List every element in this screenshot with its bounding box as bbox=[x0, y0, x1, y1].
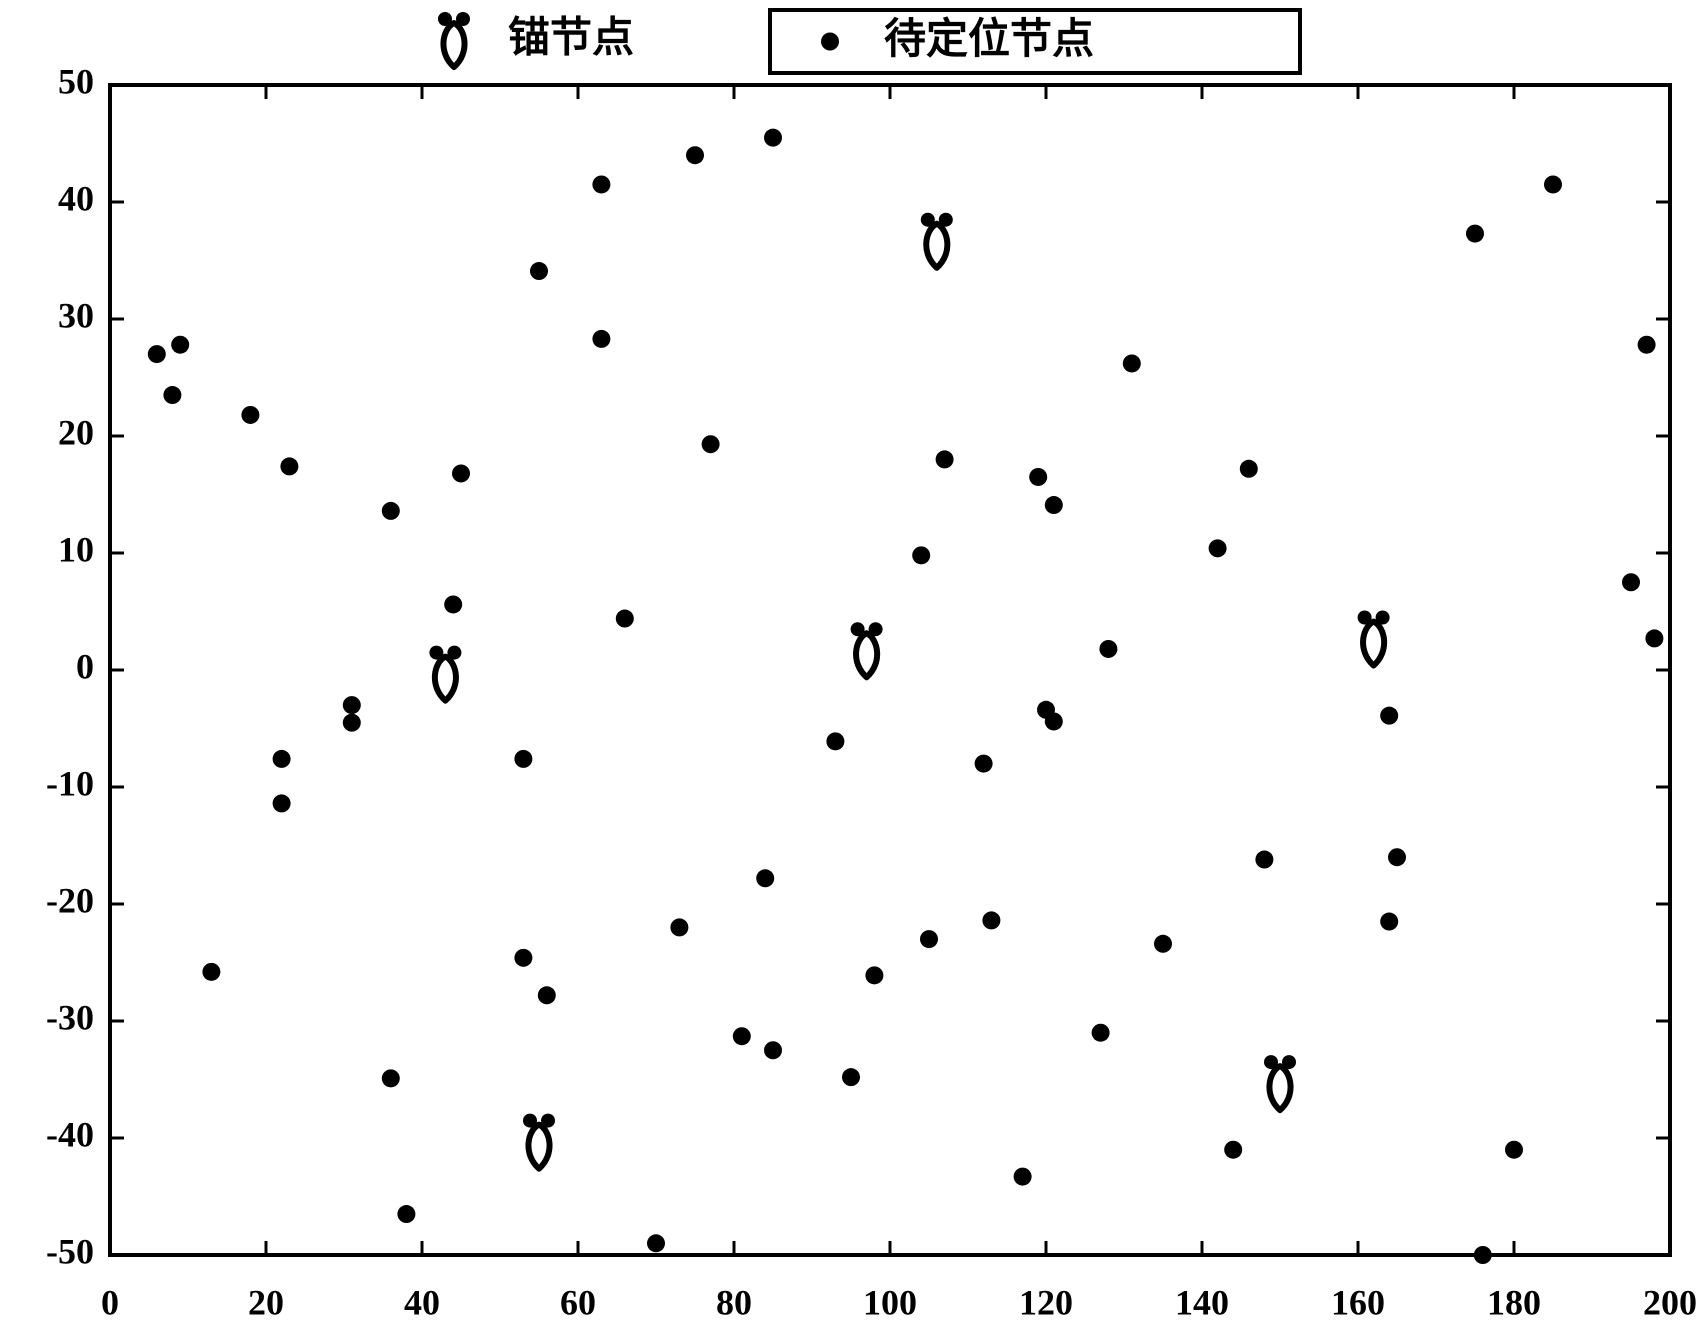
legend-label: 待定位节点 bbox=[884, 16, 1094, 63]
x-tick-label: 100 bbox=[863, 1283, 917, 1323]
node-point bbox=[343, 714, 361, 732]
node-point bbox=[756, 869, 774, 887]
node-point bbox=[912, 546, 930, 564]
node-point bbox=[975, 755, 993, 773]
y-tick-label: 40 bbox=[58, 178, 94, 218]
x-tick-label: 200 bbox=[1643, 1283, 1697, 1323]
node-point bbox=[397, 1205, 415, 1223]
y-tick-label: -30 bbox=[46, 997, 94, 1037]
node-point bbox=[171, 336, 189, 354]
node-point bbox=[1029, 468, 1047, 486]
node-point bbox=[273, 794, 291, 812]
node-point bbox=[1466, 225, 1484, 243]
x-tick-label: 60 bbox=[560, 1283, 596, 1323]
node-point bbox=[202, 963, 220, 981]
node-point bbox=[647, 1234, 665, 1252]
node-point bbox=[1240, 460, 1258, 478]
node-point bbox=[865, 966, 883, 984]
node-point bbox=[1645, 629, 1663, 647]
node-point bbox=[936, 450, 954, 468]
node-point bbox=[670, 918, 688, 936]
node-point bbox=[1099, 640, 1117, 658]
legend-node-icon bbox=[821, 33, 839, 51]
y-tick-label: 0 bbox=[76, 646, 94, 686]
y-tick-label: -20 bbox=[46, 880, 94, 920]
y-tick-label: 20 bbox=[58, 412, 94, 452]
x-tick-label: 140 bbox=[1175, 1283, 1229, 1323]
x-tick-label: 160 bbox=[1331, 1283, 1385, 1323]
node-point bbox=[592, 330, 610, 348]
y-tick-label: -50 bbox=[46, 1231, 94, 1271]
node-point bbox=[1154, 935, 1172, 953]
node-point bbox=[163, 386, 181, 404]
node-point bbox=[1045, 496, 1063, 514]
x-tick-label: 80 bbox=[716, 1283, 752, 1323]
node-point bbox=[842, 1068, 860, 1086]
node-point bbox=[1255, 851, 1273, 869]
y-tick-label: 30 bbox=[58, 295, 94, 335]
node-point bbox=[1045, 712, 1063, 730]
node-point bbox=[452, 464, 470, 482]
y-tick-label: -10 bbox=[46, 763, 94, 803]
node-point bbox=[1380, 707, 1398, 725]
node-point bbox=[241, 406, 259, 424]
x-tick-label: 20 bbox=[248, 1283, 284, 1323]
y-tick-label: -40 bbox=[46, 1114, 94, 1154]
node-point bbox=[982, 911, 1000, 929]
node-point bbox=[1544, 175, 1562, 193]
node-point bbox=[920, 930, 938, 948]
node-point bbox=[1014, 1168, 1032, 1186]
node-point bbox=[343, 696, 361, 714]
node-point bbox=[592, 175, 610, 193]
node-point bbox=[538, 986, 556, 1004]
node-point bbox=[148, 345, 166, 363]
x-tick-label: 0 bbox=[101, 1283, 119, 1323]
scatter-chart: 020406080100120140160180200-50-40-30-20-… bbox=[0, 0, 1704, 1330]
chart-background bbox=[0, 0, 1704, 1330]
node-point bbox=[444, 595, 462, 613]
x-tick-label: 40 bbox=[404, 1283, 440, 1323]
node-point bbox=[1123, 354, 1141, 372]
node-point bbox=[1224, 1141, 1242, 1159]
node-point bbox=[1638, 336, 1656, 354]
y-tick-label: 10 bbox=[58, 529, 94, 569]
node-point bbox=[1622, 573, 1640, 591]
node-point bbox=[616, 610, 634, 628]
node-point bbox=[733, 1027, 751, 1045]
y-tick-label: 50 bbox=[58, 61, 94, 101]
node-point bbox=[530, 262, 548, 280]
node-point bbox=[280, 457, 298, 475]
node-point bbox=[1474, 1246, 1492, 1264]
x-tick-label: 180 bbox=[1487, 1283, 1541, 1323]
node-point bbox=[764, 1041, 782, 1059]
chart-svg: 020406080100120140160180200-50-40-30-20-… bbox=[0, 0, 1704, 1330]
node-point bbox=[702, 435, 720, 453]
legend-label: 锚节点 bbox=[508, 15, 634, 62]
node-point bbox=[273, 750, 291, 768]
node-point bbox=[1505, 1141, 1523, 1159]
x-tick-label: 120 bbox=[1019, 1283, 1073, 1323]
node-point bbox=[1388, 848, 1406, 866]
node-point bbox=[514, 949, 532, 967]
node-point bbox=[826, 732, 844, 750]
node-point bbox=[382, 1069, 400, 1087]
node-point bbox=[686, 146, 704, 164]
node-point bbox=[382, 502, 400, 520]
node-point bbox=[514, 750, 532, 768]
node-point bbox=[764, 129, 782, 147]
legend-item: 待定位节点 bbox=[770, 10, 1300, 73]
node-point bbox=[1092, 1024, 1110, 1042]
node-point bbox=[1209, 539, 1227, 557]
node-point bbox=[1380, 913, 1398, 931]
